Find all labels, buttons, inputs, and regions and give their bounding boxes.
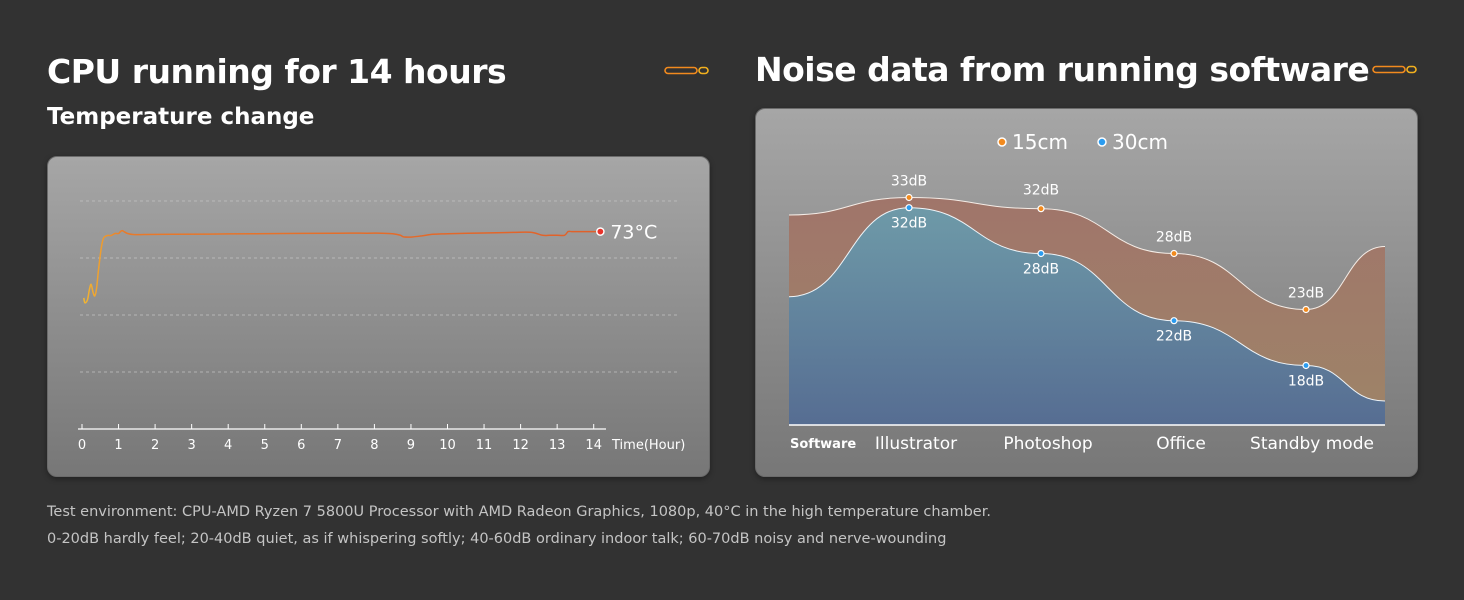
series-30cm-area [789,207,1385,425]
x-tick-label: 6 [297,438,305,453]
temperature-line-chart: 0 1 2 3 4 5 6 7 8 9 10 11 12 13 14 Time(Hour)73°C [78,200,685,453]
x-tick-label: 13 [549,438,566,453]
x-tick-label: 2 [151,438,159,453]
x-axis-title: Time(Hour) [611,438,685,453]
label-30cm: 22dB [1156,329,1192,345]
legend-15cm-label: 15cm [1012,130,1068,154]
point-30cm [1037,249,1045,258]
category-label: Photoshop [1003,434,1092,454]
label-30cm: 18dB [1288,374,1324,390]
x-tick-label: 9 [407,438,415,453]
legend-30cm-marker [1097,137,1107,147]
temperature-chart-subtitle: Temperature change [47,104,315,130]
x-tick-label: 14 [585,438,602,453]
noise-section-title: Noise data from running software [755,50,1370,89]
category-label: Standby mode [1250,434,1374,454]
category-axis-title: Software [790,437,856,452]
noise-chart-panel: 33dB 32dB 28dB 23dB 32dB 28dB 22dB 18dB 15cm 30cm… [755,108,1418,477]
point-30cm [905,204,913,212]
point-15cm [1037,205,1045,213]
x-tick-label: 11 [476,438,493,453]
point-15cm [1170,249,1178,258]
x-tick-label: 4 [224,438,232,453]
x-tick-label: 10 [439,438,456,453]
label-15cm: 28dB [1156,230,1192,246]
category-label: Illustrator [875,434,957,454]
point-15cm [1302,305,1310,314]
x-tick-label: 5 [261,438,269,453]
x-tick-label: 1 [114,438,122,453]
label-30cm: 32dB [891,216,927,232]
test-environment-note: Test environment: CPU-AMD Ryzen 7 5800U … [47,504,991,520]
decorative-pill-icon [664,66,709,75]
legend-30cm-label: 30cm [1112,130,1168,154]
x-tick-label: 3 [188,438,196,453]
x-tick-label: 12 [512,438,529,453]
x-tick-label: 8 [370,438,378,453]
x-tick-label: 0 [78,438,86,453]
series-15cm-line [788,196,1386,311]
temperature-section-title: CPU running for 14 hours [47,52,507,91]
category-label: Office [1156,434,1206,454]
point-15cm [905,193,913,202]
label-30cm: 28dB [1023,262,1059,278]
label-15cm: 32dB [1023,183,1059,199]
label-15cm: 33dB [891,174,927,190]
point-30cm [1170,317,1178,325]
temperature-series-line [83,229,598,304]
temperature-end-marker [596,227,605,236]
point-30cm [1302,361,1310,370]
decorative-pill-icon-right [1372,65,1417,74]
temperature-end-label: 73°C [610,222,657,244]
label-15cm: 23dB [1288,286,1324,302]
noise-level-legend-note: 0-20dB hardly feel; 20-40dB quiet, as if… [47,531,947,547]
legend-15cm-marker [997,137,1007,147]
temperature-chart-panel: 0 1 2 3 4 5 6 7 8 9 10 11 12 13 14 Time(Hour) 73°C [47,156,710,477]
noise-area-chart: 33dB 32dB 28dB 23dB 32dB 28dB 22dB 18dB 15cm 30cm… [788,130,1386,454]
x-tick-label: 7 [334,438,342,453]
